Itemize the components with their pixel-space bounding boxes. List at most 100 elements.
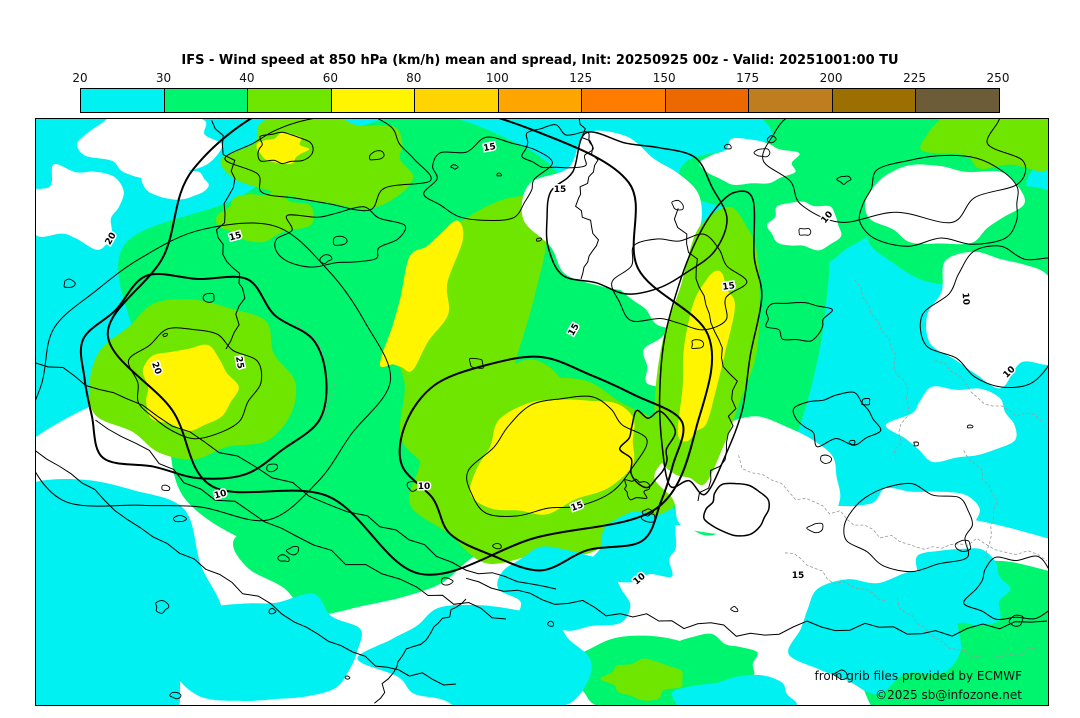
map-shape: [798, 228, 812, 236]
colorbar-tick-label: 30: [155, 71, 172, 85]
map-shape: [277, 554, 290, 562]
map-shape: [640, 513, 656, 523]
colorbar-segment: [415, 89, 499, 112]
map-shape: [440, 577, 454, 586]
contour-label: 10: [959, 292, 970, 305]
map-shape: [658, 190, 763, 496]
map-shape: [34, 449, 457, 686]
map-shape: [966, 424, 974, 429]
map-shape: [897, 597, 1037, 659]
map-shape: [765, 302, 833, 342]
map-shape: [536, 237, 542, 242]
map-shape: [611, 233, 748, 331]
map-shape: [155, 600, 170, 614]
map-shape: [963, 555, 1065, 621]
map-shape: [344, 675, 351, 680]
map-shape: [466, 395, 648, 517]
contour-label: 15: [483, 142, 497, 154]
map-shape: [357, 604, 592, 718]
map-shape: [450, 164, 459, 170]
map-shape: [295, 318, 337, 420]
map-shape: [703, 482, 770, 537]
map-shape: [521, 124, 594, 169]
colorbar-tick-label: 60: [322, 71, 338, 85]
map-shape: [926, 251, 1068, 389]
map-shape: [784, 552, 887, 602]
colorbar-segment: [582, 89, 666, 112]
colorbar-ticks: 20 30 40 60 80 100 125 150 175 200 225 250: [72, 71, 1009, 85]
map-canvas: 20 15 25 15 15 15 15 10 10 10 10 15 10 15 10 20: [0, 74, 1080, 718]
map-shape: [285, 546, 300, 556]
colorbar-segment: [248, 89, 332, 112]
map-shape: [547, 620, 555, 627]
contour-label: 15: [228, 231, 243, 244]
map-shape: [374, 598, 467, 704]
map-shape: [699, 138, 800, 186]
map-shape: [169, 691, 182, 700]
map-shape: [95, 419, 507, 620]
map-shape: [848, 439, 856, 446]
map-shape: [202, 292, 215, 303]
map-shape: [268, 607, 277, 615]
map-shape: [172, 514, 187, 523]
chart-title: IFS - Wind speed at 850 hPa (km/h) mean …: [181, 53, 899, 68]
map-shape: [717, 544, 839, 591]
credit-copyright: ©2025 sb@infozone.net: [875, 688, 1022, 702]
colorbar-segment: [916, 89, 1000, 112]
map-shape: [63, 278, 76, 288]
map-shape: [106, 93, 714, 576]
map-shape: [77, 111, 222, 180]
colorbar-tick-label: 150: [652, 71, 676, 85]
map-shape: [588, 510, 677, 583]
map-shape: [753, 148, 771, 158]
map-shape: [266, 463, 279, 473]
map-shape: [738, 455, 1048, 562]
map-shape: [319, 254, 333, 264]
colorbar-tick-label: 175: [736, 71, 760, 85]
contour-label: 25: [233, 356, 245, 370]
map-shape: [423, 136, 553, 221]
map-shape: [618, 409, 677, 489]
map-shape: [865, 164, 1025, 245]
map-shape: [24, 163, 124, 250]
contour-label: 10: [418, 482, 431, 492]
map-shape: [162, 332, 168, 337]
map-shape: [211, 120, 246, 350]
map-shape: [545, 131, 728, 295]
colorbar-tick-label: 250: [986, 71, 1010, 85]
map-shape: [861, 398, 871, 406]
contour-label: 15: [554, 185, 567, 195]
map-shape: [858, 154, 1019, 247]
map-shape: [724, 143, 732, 150]
colorbar-tick-label: 80: [406, 71, 422, 85]
map-shape: [161, 484, 171, 492]
map-shape: [691, 339, 705, 349]
map-shape: [662, 633, 758, 691]
map-shape: [369, 150, 385, 161]
map-shape: [465, 577, 1048, 637]
colorbar-segment: [832, 89, 917, 112]
map-shape: [913, 441, 919, 447]
map-shape: [673, 208, 738, 502]
map-shape: [963, 450, 999, 562]
colorbar-segment: [498, 89, 583, 112]
map-shape: [766, 135, 777, 144]
map-shape: [671, 199, 684, 211]
map-shape: [677, 270, 736, 442]
map-shape: [23, 222, 392, 522]
map-shape: [906, 548, 1011, 631]
map-shape: [79, 272, 328, 480]
map-shape: [833, 669, 848, 680]
colorbar-tick-label: 20: [72, 71, 88, 85]
map-shape: [837, 487, 980, 566]
map-shape: [820, 454, 833, 464]
colorbar: [80, 88, 1000, 113]
colorbar-segment: [665, 89, 750, 112]
map-shape: [843, 482, 973, 573]
map-shape: [846, 560, 1080, 718]
map-shape: [127, 327, 263, 440]
map-shape: [256, 132, 310, 165]
credit-ecmwf: from grib files provided by ECMWF: [814, 669, 1022, 683]
